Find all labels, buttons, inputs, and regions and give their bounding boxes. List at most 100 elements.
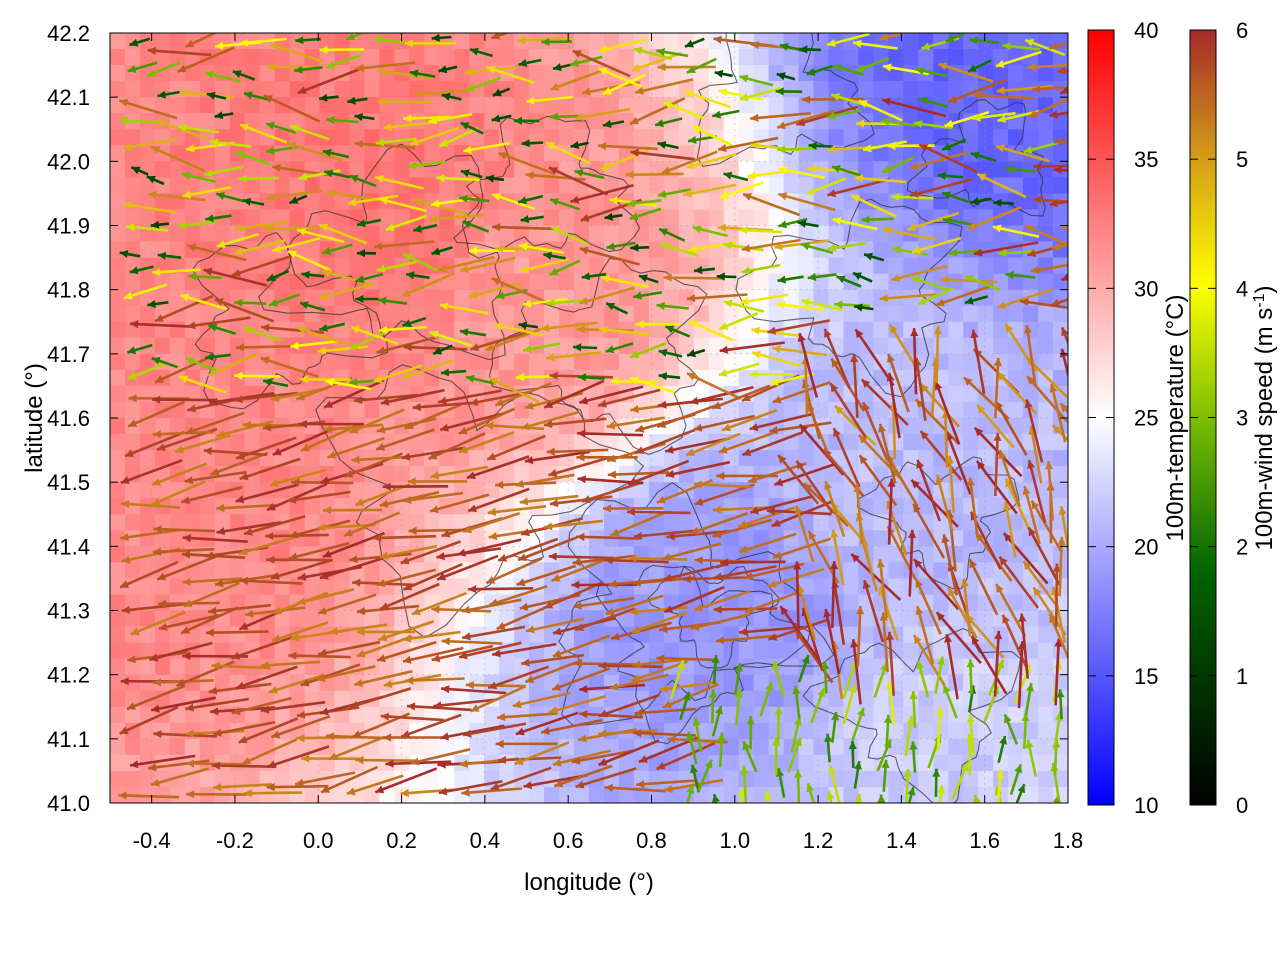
temperature-cell: [469, 209, 485, 227]
temperature-cell: [1023, 530, 1039, 547]
x-tick-label: -0.2: [216, 828, 254, 853]
temperature-cell: [349, 257, 366, 275]
temperature-cell: [708, 209, 725, 227]
temperature-cell: [125, 273, 141, 291]
temperature-cell: [499, 161, 515, 178]
temperature-cell: [663, 353, 680, 371]
temperature-cell: [1053, 65, 1068, 82]
temperature-cell: [678, 337, 695, 355]
temperature-cell: [948, 273, 964, 291]
temperature-cell: [1038, 129, 1054, 146]
temperature-cell: [289, 738, 306, 756]
temperature-cell: [169, 787, 186, 803]
temperature-cell: [843, 562, 860, 579]
temperature-cell: [1038, 626, 1054, 644]
temperature-cell: [244, 209, 261, 227]
temperature-cell: [110, 241, 126, 259]
temperature-cell: [559, 546, 575, 563]
temperature-cell: [633, 225, 650, 243]
temperature-cell: [289, 578, 306, 595]
temperature-cell: [199, 450, 216, 467]
windspeed-colorbar-tick-label: 1: [1236, 664, 1248, 689]
windspeed-colorbar-tick-label: 2: [1236, 535, 1248, 560]
temperature-cell: [618, 33, 635, 50]
temperature-cell: [708, 498, 725, 515]
temperature-cell: [604, 562, 620, 579]
temperature-cell: [723, 498, 740, 515]
temperature-cell: [454, 369, 470, 387]
temperature-cell: [678, 289, 695, 307]
temperature-cell: [110, 658, 126, 676]
temperature-cell: [169, 273, 186, 291]
temperature-cell: [319, 658, 336, 676]
temperature-cell: [888, 642, 904, 660]
temperature-cell: [394, 49, 410, 66]
temperature-cell: [110, 385, 126, 403]
temperature-cell: [1008, 97, 1024, 114]
temperature-cell: [723, 97, 740, 114]
temperature-cell: [978, 385, 994, 403]
temperature-cell: [529, 273, 545, 291]
temperature-cell: [723, 353, 740, 371]
y-tick-label: 41.6: [47, 406, 90, 431]
temperature-cell: [798, 722, 815, 740]
temperature-cell: [364, 482, 381, 499]
temperature-cell: [1008, 450, 1024, 467]
temperature-cell: [633, 482, 650, 499]
temperature-cell: [469, 353, 485, 371]
temperature-cell: [244, 177, 261, 194]
temperature-cell: [199, 770, 216, 788]
temperature-cell: [319, 690, 336, 708]
temperature-cell: [918, 546, 934, 563]
temperature-cell: [1053, 385, 1068, 403]
temperature-cell: [918, 369, 934, 387]
temperature-cell: [244, 738, 261, 756]
temperature-cell: [828, 738, 845, 756]
temperature-cell: [738, 321, 755, 339]
temperature-cell: [1038, 305, 1054, 323]
temperature-cell: [439, 770, 455, 788]
temperature-cell: [289, 145, 306, 162]
temperature-cell: [334, 787, 351, 803]
temperature-cell: [978, 770, 994, 788]
temperature-cell: [738, 466, 755, 483]
temperature-cell: [813, 787, 830, 803]
temperature-cell: [873, 369, 889, 387]
temperature-cell: [154, 530, 171, 547]
temperature-cell: [454, 722, 470, 740]
temperature-cell: [948, 402, 964, 419]
temperature-cell: [424, 770, 440, 788]
temperature-cell: [439, 514, 455, 531]
temperature-cell: [768, 706, 785, 724]
temperature-cell: [873, 690, 889, 708]
temperature-cell: [289, 129, 306, 146]
temperature-cell: [604, 594, 620, 612]
temperature-cell: [469, 482, 485, 499]
temperature-cell: [364, 337, 381, 355]
temperature-cell: [334, 257, 351, 275]
temperature-cell: [723, 466, 740, 483]
temperature-cell: [663, 305, 680, 323]
temperature-cell: [1023, 385, 1039, 403]
temperature-cell: [873, 209, 889, 227]
temperature-cell: [574, 225, 590, 243]
temperature-cell: [693, 305, 710, 323]
temperature-cell: [454, 514, 470, 531]
temperature-cell: [873, 402, 889, 419]
temperature-cell: [738, 33, 755, 50]
temperature-cell: [933, 321, 949, 339]
temperature-cell: [484, 610, 500, 628]
temperature-cell: [993, 305, 1009, 323]
temperature-cell: [903, 129, 919, 146]
temperature-cell: [753, 610, 770, 628]
temperature-cell: [214, 450, 231, 467]
temperature-cell: [110, 97, 126, 114]
temperature-cell: [858, 738, 874, 756]
temperature-cell: [1038, 177, 1054, 194]
temperature-cell: [738, 209, 755, 227]
temperature-cell: [199, 225, 216, 243]
temperature-cell: [304, 193, 321, 210]
temperature-cell: [828, 402, 845, 419]
temperature-cell: [873, 145, 889, 162]
temperature-cell: [618, 770, 635, 788]
